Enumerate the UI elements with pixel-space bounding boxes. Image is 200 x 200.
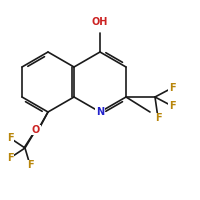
Text: F: F [7, 153, 13, 163]
Text: F: F [27, 160, 33, 170]
Text: N: N [96, 107, 104, 117]
Text: F: F [7, 133, 13, 143]
Text: O: O [32, 125, 40, 135]
Text: F: F [155, 113, 161, 123]
Text: OH: OH [92, 17, 108, 27]
Text: F: F [169, 83, 175, 93]
Text: F: F [169, 101, 175, 111]
